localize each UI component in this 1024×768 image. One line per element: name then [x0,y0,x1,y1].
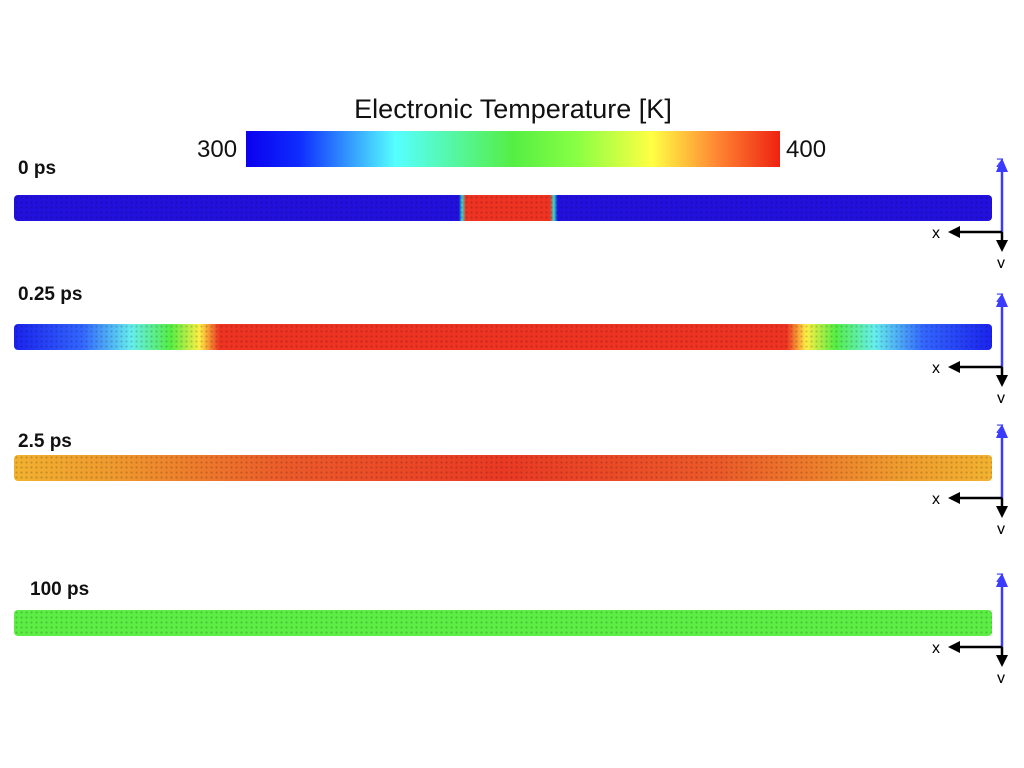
z-axis-label: z [996,420,1004,437]
rod-100ps [14,610,992,636]
time-label-100ps: 100 ps [30,579,90,600]
z-arrowhead [996,158,1008,172]
colorbar-min-label: 300 [197,136,238,163]
x-axis-label: x [932,640,940,657]
colorbar-title: Electronic Temperature [K] [354,94,672,124]
time-label-0ps: 0 ps [18,158,57,179]
axes-triad-100ps: z x y [932,569,1008,683]
z-axis-label: z [996,289,1004,306]
z-axis-label: z [996,569,1004,586]
z-axis-label: z [996,154,1004,171]
time-label-2.5ps: 2.5 ps [18,431,72,452]
colorbar-gradient [246,131,780,167]
x-axis-label: x [932,491,940,508]
y-axis-label: y [997,255,1005,268]
rod-2.5ps [14,455,992,481]
rod-0ps [14,195,992,221]
y-axis-label: y [997,670,1005,683]
y-arrowhead [996,240,1008,252]
time-label-0.25ps: 0.25 ps [18,284,83,305]
x-axis-label: x [932,360,940,377]
axes-triad-0ps: z x y [932,154,1008,268]
x-arrowhead [948,226,960,238]
x-axis-label: x [932,225,940,242]
y-axis-label: y [997,521,1005,534]
rod-0.25ps [14,324,992,350]
y-axis-label: y [997,390,1005,403]
colorbar-max-label: 400 [786,136,827,163]
axes-triad-2.5ps: z x y [932,420,1008,534]
axes-triad-0.25ps: z x y [932,289,1008,403]
